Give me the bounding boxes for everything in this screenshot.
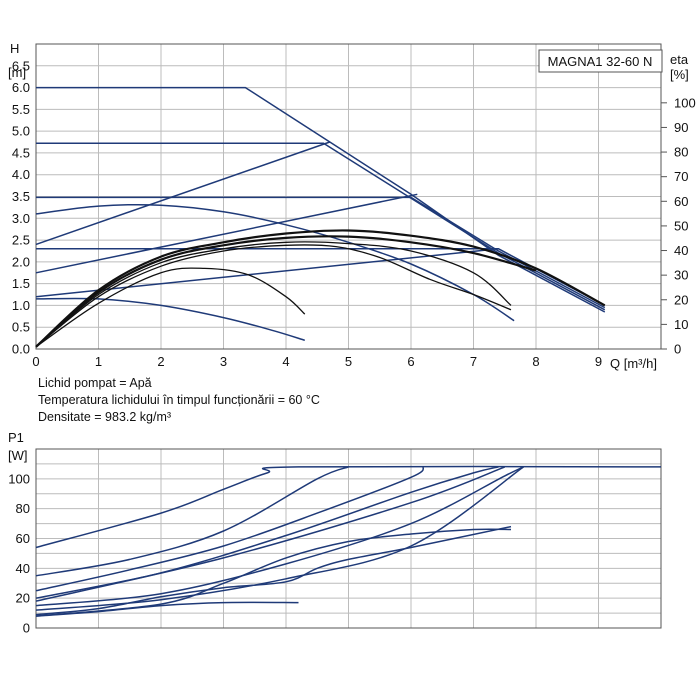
pump-curve [35, 141, 331, 246]
p1-axis-label-line1: P1 [8, 430, 24, 445]
bottom-plot-frame [35, 448, 662, 629]
top-series-group [35, 86, 606, 348]
x-tick-label: 1 [95, 354, 102, 369]
bottom-tick-labels: 0 20 40 60 80 100 [8, 471, 30, 635]
x-tick-label: 8 [532, 354, 539, 369]
power-curve [35, 466, 506, 602]
power-curve [35, 466, 425, 592]
note-fluid: Lichid pompat = Apă [38, 376, 152, 390]
power-curve [35, 465, 662, 549]
note-density: Densitate = 983.2 kg/m³ [38, 410, 171, 424]
y-axis-label-line1: H [10, 41, 19, 56]
pump-curve [36, 142, 606, 311]
y2-axis-label-line2: [%] [670, 67, 689, 82]
p1-tick-label: 100 [8, 471, 30, 486]
p1-axis-label-line2: [W] [8, 448, 28, 463]
bottom-grid [35, 448, 662, 629]
y-tick-label: 1.5 [12, 276, 30, 291]
y2-tick-label: 10 [674, 317, 688, 332]
y2-tick-label: 100 [674, 95, 696, 110]
top-grid [35, 43, 662, 350]
pump-curve [35, 297, 306, 342]
title-box [538, 49, 663, 73]
power-chart: 0 20 40 60 80 100 P1 [W] [8, 430, 662, 636]
power-curve [35, 466, 524, 607]
power-curve [35, 466, 524, 611]
y2-axis-label-line1: eta [670, 52, 689, 67]
y-tick-label: 6.0 [12, 80, 30, 95]
y2-tick-label: 40 [674, 243, 688, 258]
efficiency-curve [35, 241, 512, 348]
p1-tick-label: 80 [16, 501, 30, 516]
efficiency-curve [35, 235, 537, 348]
y-tick-label: 5.0 [12, 124, 30, 139]
efficiency-curve [35, 229, 606, 348]
y-tick-label: 3.0 [12, 211, 30, 226]
y-tick-label: 5.5 [12, 102, 30, 117]
pump-curve [36, 86, 606, 313]
y-tick-label: 2.0 [12, 254, 30, 269]
x-tick-label: 7 [470, 354, 477, 369]
p1-tick-label: 0 [23, 621, 30, 636]
power-curve [35, 525, 512, 616]
pump-curve [35, 203, 515, 322]
x-tick-label: 4 [282, 354, 289, 369]
y2-tick-label: 70 [674, 169, 688, 184]
x-tick-label: 2 [157, 354, 164, 369]
power-curve [35, 601, 299, 617]
y2-tick-label: 50 [674, 218, 688, 233]
x-tick-label: 9 [595, 354, 602, 369]
y-tick-label: 0.5 [12, 320, 30, 335]
bottom-series-group [35, 465, 662, 617]
x-tick-label: 6 [407, 354, 414, 369]
y-tick-label: 3.5 [12, 189, 30, 204]
chart-title: MAGNA1 32-60 N [548, 54, 653, 69]
y2-tick-label: 90 [674, 120, 688, 135]
y-tick-label: 1.0 [12, 298, 30, 313]
y2-tick-label: 80 [674, 145, 688, 160]
x-tick-label: 0 [32, 354, 39, 369]
pump-curve [35, 193, 418, 274]
p1-tick-label: 20 [16, 591, 30, 606]
pump-curve [35, 248, 499, 298]
p1-tick-label: 60 [16, 531, 30, 546]
y-tick-label: 4.0 [12, 167, 30, 182]
y-tick-label: 6.5 [12, 58, 30, 73]
efficiency-curve [35, 267, 306, 348]
p1-tick-label: 40 [16, 561, 30, 576]
pump-curve [36, 196, 606, 309]
y-tick-label: 2.5 [12, 233, 30, 248]
efficiency-curve [35, 244, 512, 348]
y-axis-label-line2: [m] [8, 65, 26, 80]
power-curve [35, 466, 349, 577]
y2-tick-label: 20 [674, 292, 688, 307]
y2-tick-label: 0 [674, 342, 681, 357]
x-tick-label: 3 [220, 354, 227, 369]
y-tick-label: 4.5 [12, 145, 30, 160]
x-tick-label: 5 [345, 354, 352, 369]
y2-tick-label: 30 [674, 268, 688, 283]
head-efficiency-chart: 0 1 2 3 4 5 6 7 8 9 0.0 0.5 1.0 1.5 2.0 2.5 3.0 3.5 4.0 4.5… [8, 41, 696, 371]
power-curve [35, 528, 512, 617]
note-temperature: Temperatura lichidului în timpul funcțio… [38, 393, 320, 407]
top-plot-frame [35, 43, 662, 350]
x-axis-label: Q [m³/h] [610, 356, 657, 371]
top-tick-labels: 0 1 2 3 4 5 6 7 8 9 0.0 0.5 1.0 1.5 2.0 2.5 3.0 3.5 4.0 4.5… [12, 58, 696, 369]
y-tick-label: 0.0 [12, 342, 30, 357]
y2-tick-label: 60 [674, 194, 688, 209]
